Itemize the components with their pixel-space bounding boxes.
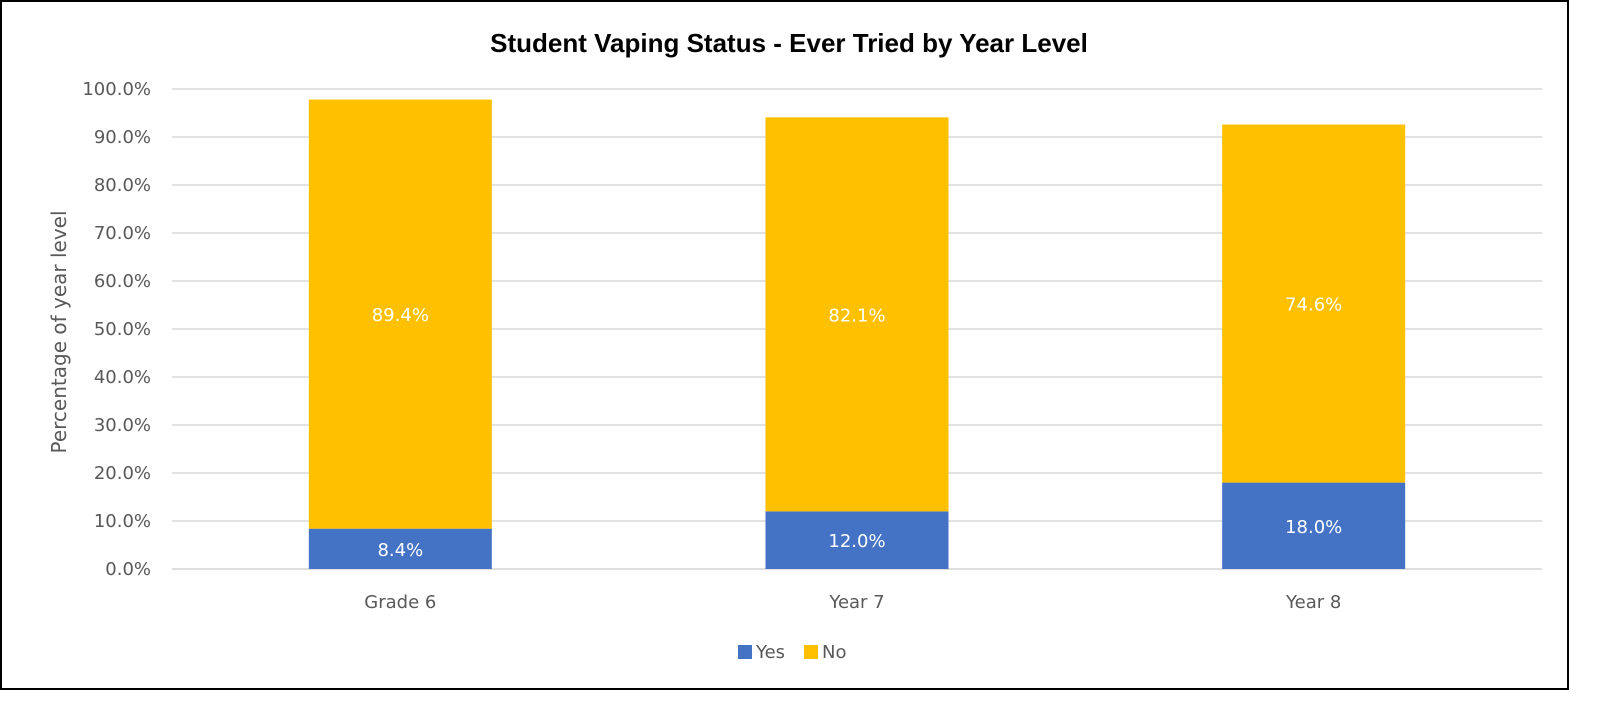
chart-title: Student Vaping Status - Ever Tried by Ye…	[490, 28, 1088, 58]
y-tick-label: 20.0%	[94, 463, 151, 484]
legend-label-no: No	[822, 642, 846, 663]
data-label: 82.1%	[828, 305, 885, 326]
bar-no-year-7	[765, 117, 949, 512]
y-axis-ticks: 0.0% 10.0% 20.0% 30.0% 40.0% 50.0% 60.0% 70.0% 8…	[82, 79, 151, 580]
x-axis-categories: Grade 6 Year 7 Year 8	[364, 592, 1341, 613]
chart-frame: Student Vaping Status - Ever Tried by Ye…	[0, 0, 1569, 690]
bar-yes-year-8	[1222, 482, 1406, 569]
y-tick-label: 40.0%	[94, 367, 151, 388]
y-tick-label: 80.0%	[94, 175, 151, 196]
bars: 8.4% 89.4% 12.0% 82.1% 18.0% 74.6%	[308, 99, 1406, 569]
bar-no-year-8	[1222, 124, 1406, 483]
legend-swatch-no	[804, 645, 818, 659]
y-tick-label: 60.0%	[94, 271, 151, 292]
data-label: 74.6%	[1285, 295, 1342, 316]
x-category-label: Grade 6	[364, 592, 436, 613]
x-category-label: Year 7	[828, 592, 884, 613]
legend-swatch-yes	[738, 645, 752, 659]
y-tick-label: 0.0%	[105, 559, 151, 580]
y-tick-label: 100.0%	[82, 79, 151, 100]
y-axis-label: Percentage of year level	[47, 210, 71, 453]
y-tick-label: 50.0%	[94, 319, 151, 340]
data-label: 12.0%	[828, 531, 885, 552]
y-tick-label: 10.0%	[94, 511, 151, 532]
y-tick-label: 90.0%	[94, 127, 151, 148]
data-label: 18.0%	[1285, 517, 1342, 538]
data-label: 8.4%	[377, 540, 423, 561]
legend: Yes No	[738, 642, 846, 663]
x-category-label: Year 8	[1285, 592, 1341, 613]
legend-label-yes: Yes	[755, 642, 785, 663]
bar-yes-year-7	[765, 511, 949, 569]
y-tick-label: 30.0%	[94, 415, 151, 436]
bar-no-grade-6	[308, 99, 492, 529]
stacked-bar-chart: Student Vaping Status - Ever Tried by Ye…	[47, 28, 1542, 663]
y-tick-label: 70.0%	[94, 223, 151, 244]
bar-yes-grade-6	[308, 528, 492, 569]
data-label: 89.4%	[372, 305, 429, 326]
